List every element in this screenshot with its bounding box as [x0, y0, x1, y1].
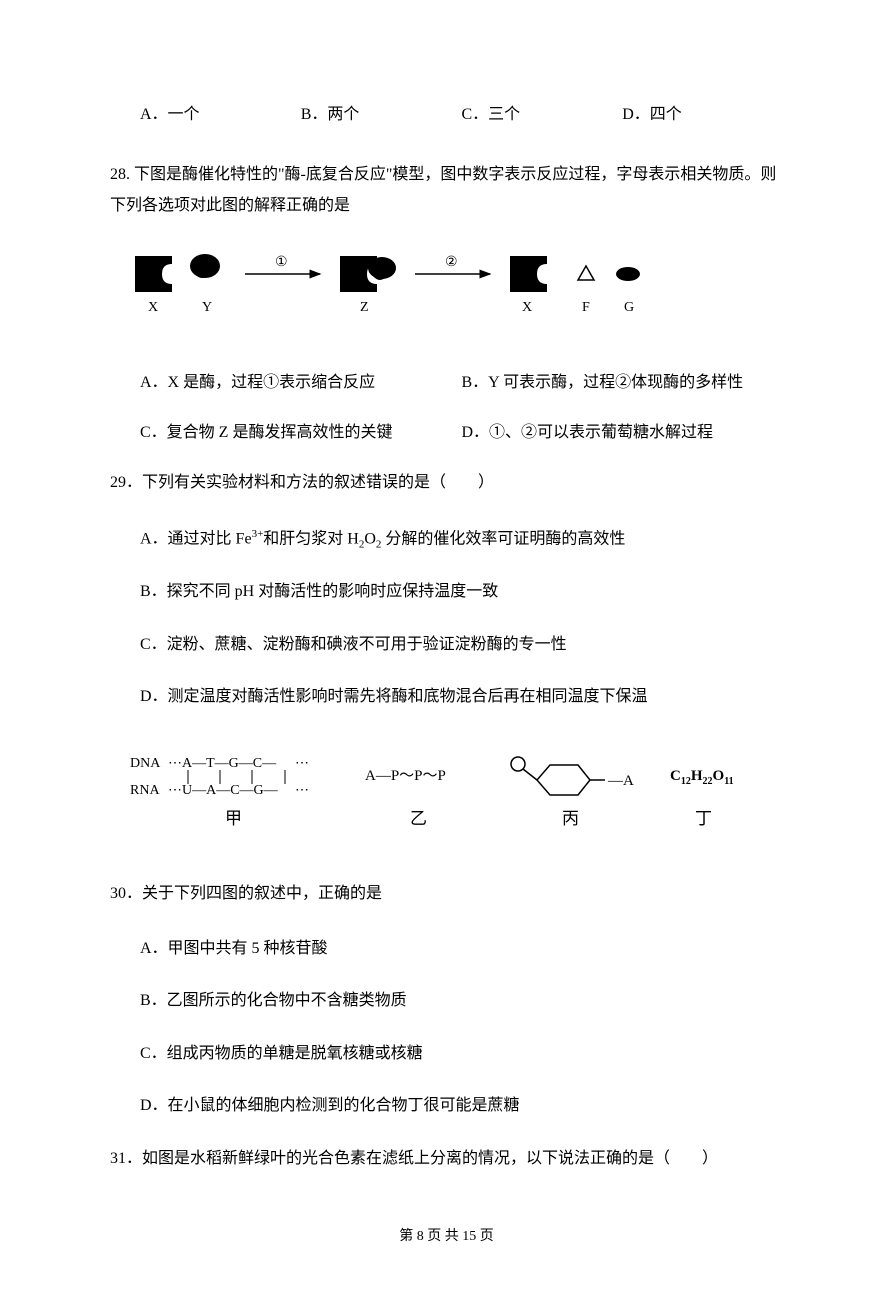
dna-dots2: ⋯	[295, 756, 309, 771]
g-product-shape	[616, 267, 640, 281]
f-label: F	[582, 300, 590, 315]
q30-diagram-svg: DNA ⋯ A—T—G—C— ⋯ RNA ⋯ U—A—C—G— ⋯ 甲 A—P～…	[130, 752, 770, 837]
x-enzyme-shape	[135, 256, 172, 292]
ding-o: O	[713, 768, 725, 784]
q28-option-c: C．复合物 Z 是酶发挥高效性的关键	[140, 418, 462, 448]
arrow-1-label: ①	[275, 255, 288, 270]
q28-option-a: A．X 是酶，过程①表示缩合反应	[140, 368, 462, 398]
q29-option-c: C．淀粉、蔗糖、淀粉酶和碘液不可用于验证淀粉酶的专一性	[140, 630, 783, 660]
q30-option-c: C．组成丙物质的单糖是脱氧核糖或核糖	[140, 1039, 783, 1069]
q30-option-a: A．甲图中共有 5 种核苷酸	[140, 934, 783, 964]
q30-diagram: DNA ⋯ A—T—G—C— ⋯ RNA ⋯ U—A—C—G— ⋯ 甲 A—P～…	[130, 752, 783, 848]
q29a-post: 分解的催化效率可证明酶的高效性	[381, 530, 625, 547]
dna-dots1: ⋯	[168, 756, 182, 771]
q29a-sup: 3+	[252, 528, 264, 540]
enzyme-diagram-svg: X Y ① Z ② X F G	[130, 246, 650, 326]
q28-option-d: D．①、②可以表示葡萄糖水解过程	[462, 418, 784, 448]
q28-text: 28. 下图是酶催化特性的"酶-底复合反应"模型，图中数字表示反应过程，字母表示…	[110, 160, 783, 221]
q30-option-b: B．乙图所示的化合物中不含糖类物质	[140, 986, 783, 1016]
q30-options: A．甲图中共有 5 种核苷酸 B．乙图所示的化合物中不含糖类物质 C．组成丙物质…	[110, 934, 783, 1122]
q30-option-d: D．在小鼠的体细胞内检测到的化合物丁很可能是蔗糖	[140, 1091, 783, 1121]
q29-option-a: A．通过对比 Fe3+和肝匀浆对 H2O2 分解的催化效率可证明酶的高效性	[140, 524, 783, 555]
q27-options: A．一个 B．两个 C．三个 D．四个	[110, 100, 783, 130]
ding-sub2: 22	[703, 776, 713, 787]
bing-a-text: —A	[607, 773, 634, 789]
dna-label: DNA	[130, 756, 161, 771]
arrow-2-label: ②	[445, 255, 458, 270]
q29a-pre: A．通过对比 Fe	[140, 530, 252, 547]
rna-dots2: ⋯	[295, 783, 309, 798]
q30-text: 30．关于下列四图的叙述中，正确的是	[110, 879, 783, 909]
yi-label: 乙	[410, 809, 427, 828]
option-a: A．一个	[140, 100, 301, 130]
q29a-o: O	[364, 530, 376, 547]
page-footer: 第 8 页 共 15 页	[110, 1224, 783, 1251]
x-label: X	[148, 300, 158, 315]
rna-label: RNA	[130, 783, 160, 798]
option-d: D．四个	[622, 100, 783, 130]
q31-text: 31．如图是水稻新鲜绿叶的光合色素在滤纸上分离的情况，以下说法正确的是（ ）	[110, 1144, 783, 1174]
bing-label: 丙	[562, 809, 579, 828]
g-label: G	[624, 300, 634, 315]
q29-text: 29．下列有关实验材料和方法的叙述错误的是（ ）	[110, 468, 783, 498]
option-b: B．两个	[301, 100, 462, 130]
q28-option-b: B．Y 可表示酶，过程②体现酶的多样性	[462, 368, 784, 398]
yi-text: A—P～P～P	[365, 768, 446, 784]
z-label: Z	[360, 300, 369, 315]
rna-seq: U—A—C—G—	[182, 783, 279, 798]
ding-c: C	[670, 768, 681, 784]
bing-line	[523, 769, 537, 780]
q28-options: A．X 是酶，过程①表示缩合反应 B．Y 可表示酶，过程②体现酶的多样性 C．复…	[110, 368, 783, 449]
ding-label: 丁	[695, 809, 712, 828]
ding-h: H	[691, 768, 703, 784]
y-label: Y	[202, 300, 212, 315]
ding-formula: C12H22O11	[670, 768, 734, 787]
option-c: C．三个	[462, 100, 623, 130]
bing-circle	[511, 757, 525, 771]
x2-enzyme-shape	[510, 256, 547, 292]
ding-sub1: 12	[681, 776, 691, 787]
q29a-mid: 和肝匀浆对 H	[263, 530, 359, 547]
q29-option-d: D．测定温度对酶活性影响时需先将酶和底物混合后再在相同温度下保温	[140, 682, 783, 712]
jia-label: 甲	[225, 809, 242, 828]
q28-diagram: X Y ① Z ② X F G	[130, 246, 783, 337]
f-product-shape	[578, 266, 594, 280]
q28-line2: 下列各选项对此图的解释正确的是	[110, 191, 783, 221]
ding-sub3: 11	[724, 776, 733, 787]
q29-options: A．通过对比 Fe3+和肝匀浆对 H2O2 分解的催化效率可证明酶的高效性 B．…	[110, 524, 783, 713]
x2-label: X	[522, 300, 532, 315]
z-tail	[370, 272, 390, 280]
q29-option-b: B．探究不同 pH 对酶活性的影响时应保持温度一致	[140, 577, 783, 607]
dna-seq: A—T—G—C—	[182, 756, 277, 771]
q28-line1: 28. 下图是酶催化特性的"酶-底复合反应"模型，图中数字表示反应过程，字母表示…	[110, 160, 783, 190]
rna-dots1: ⋯	[168, 783, 182, 798]
bing-pentagon	[537, 765, 590, 795]
